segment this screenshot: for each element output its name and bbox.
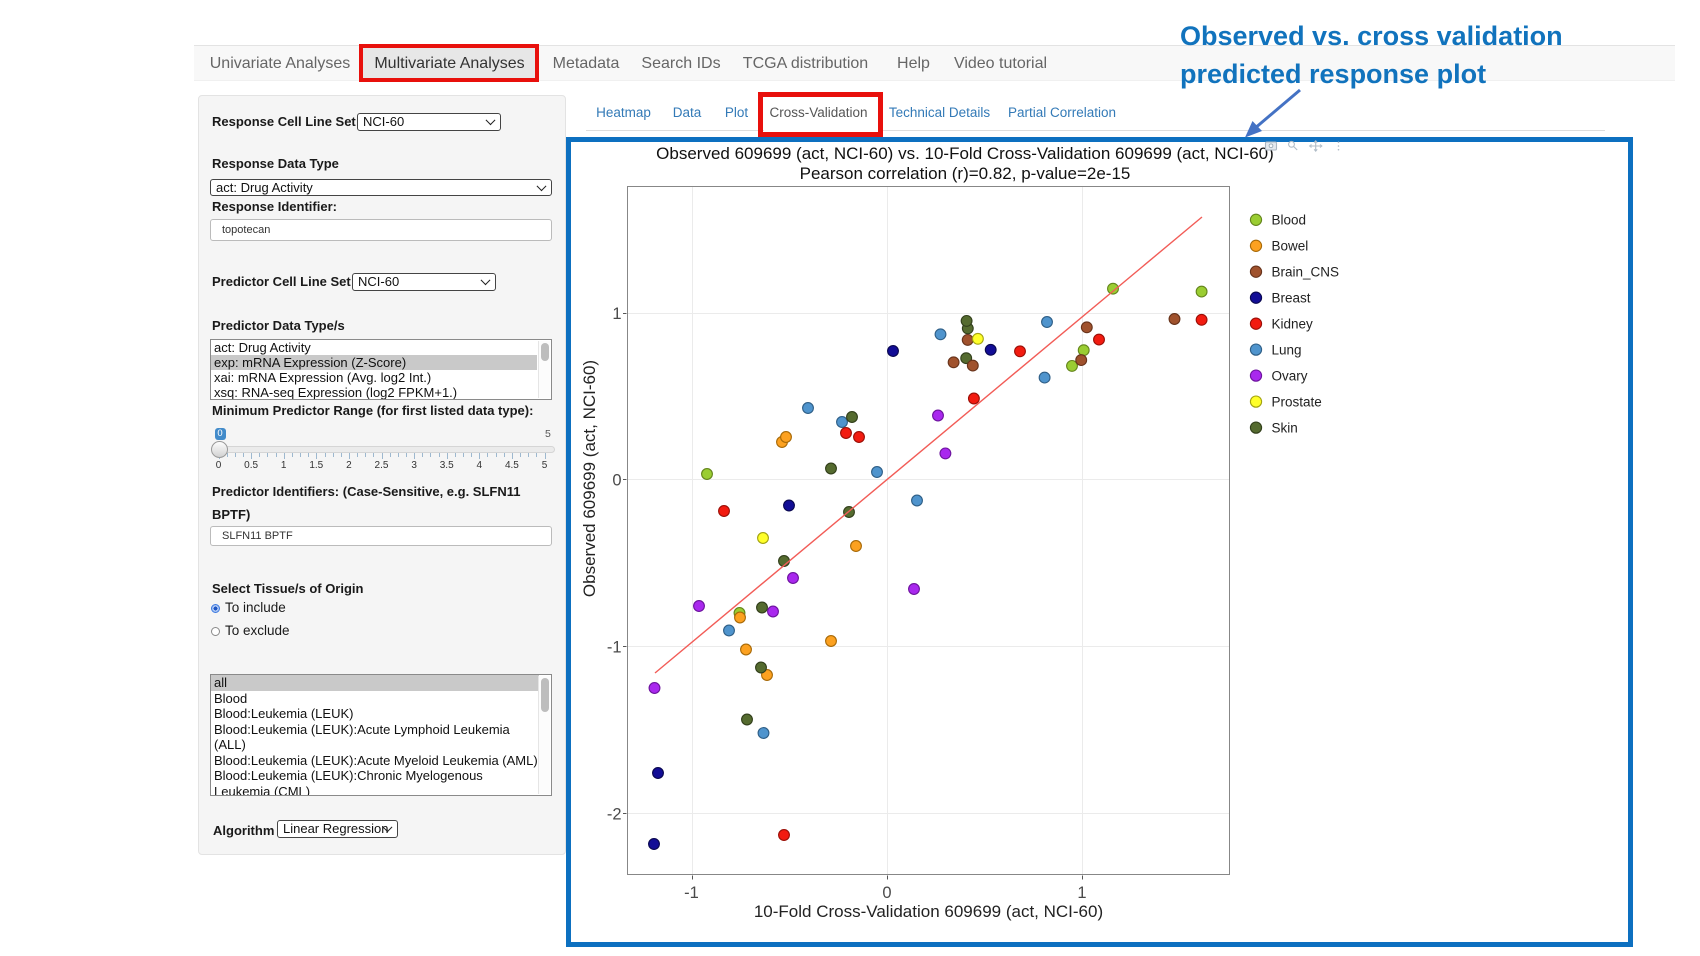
svg-text:-1: -1	[607, 639, 622, 657]
svg-text:Observed 609699 (act, NCI-60): Observed 609699 (act, NCI-60)	[580, 360, 599, 597]
svg-text:-1: -1	[684, 884, 699, 902]
svg-text:Brain_CNS: Brain_CNS	[1272, 264, 1340, 279]
svg-text:Prostate: Prostate	[1272, 394, 1322, 409]
svg-text:Lung: Lung	[1272, 342, 1302, 357]
svg-text:Ovary: Ovary	[1272, 368, 1308, 383]
svg-text:Pearson correlation (r)=0.82,: Pearson correlation (r)=0.82, p-value=2e…	[800, 164, 1131, 183]
svg-text:1: 1	[612, 305, 621, 323]
svg-text:10-Fold Cross-Validation 60969: 10-Fold Cross-Validation 609699 (act, NC…	[754, 902, 1103, 921]
svg-text:Blood: Blood	[1272, 213, 1307, 228]
svg-text:-2: -2	[607, 806, 622, 824]
svg-text:Kidney: Kidney	[1272, 316, 1314, 331]
svg-text:Skin: Skin	[1272, 420, 1298, 435]
svg-text:0: 0	[612, 472, 621, 490]
svg-text:Observed 609699 (act, NCI-60): Observed 609699 (act, NCI-60) vs. 10-Fol…	[656, 144, 1274, 163]
svg-text:Bowel: Bowel	[1272, 239, 1309, 254]
svg-text:Breast: Breast	[1272, 290, 1311, 305]
svg-text:1: 1	[1077, 884, 1086, 902]
svg-text:0: 0	[882, 884, 891, 902]
